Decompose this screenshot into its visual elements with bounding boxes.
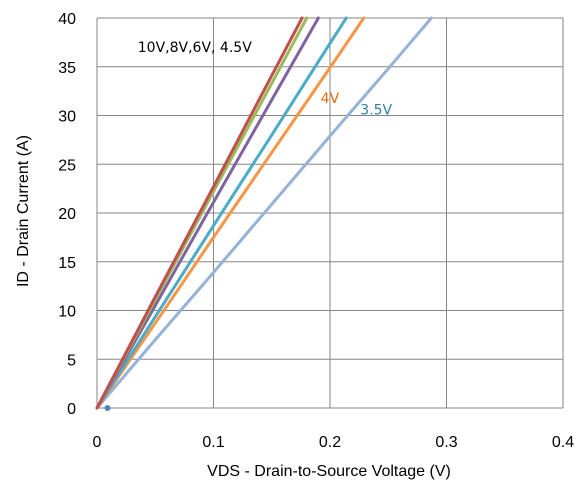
y-tick-label: 30 [58,109,76,126]
y-tick-label: 10 [58,304,76,321]
data-point-marker [104,405,111,411]
x-axis-title: VDS - Drain-to-Source Voltage (V) [207,463,451,480]
y-tick-label: 20 [58,206,76,223]
x-tick-label: 0 [93,434,102,451]
y-tick-label: 15 [58,255,76,272]
series-line-2 [95,16,320,410]
series-annotation: 10V,8V,6V, 4.5V [138,40,252,56]
tick-labels: 0 0.1 0.2 0.3 0.4 0 5 10 15 20 25 30 35 40 [58,11,574,451]
y-axis-title: ID - Drain Current (A) [15,135,32,287]
series-annotation: 3.5V [360,103,392,119]
series-line-3 [95,16,348,410]
y-tick-label: 25 [58,157,76,174]
series-line-0 [95,16,304,410]
series-line-5 [95,16,433,410]
x-tick-label: 0.2 [319,434,341,451]
x-tick-label: 0.3 [435,434,457,451]
y-tick-label: 35 [58,60,76,77]
data-markers [104,405,111,411]
y-tick-label: 5 [67,352,76,369]
series-annotation: 4V [321,91,340,107]
y-tick-label: 40 [58,11,76,28]
y-tick-label: 0 [67,401,76,418]
series-lines [95,16,433,410]
series-line-4 [95,16,366,410]
annotations: 10V,8V,6V, 4.5V 4V 3.5V [138,40,393,118]
x-tick-label: 0.1 [202,434,224,451]
x-tick-label: 0.4 [552,434,574,451]
